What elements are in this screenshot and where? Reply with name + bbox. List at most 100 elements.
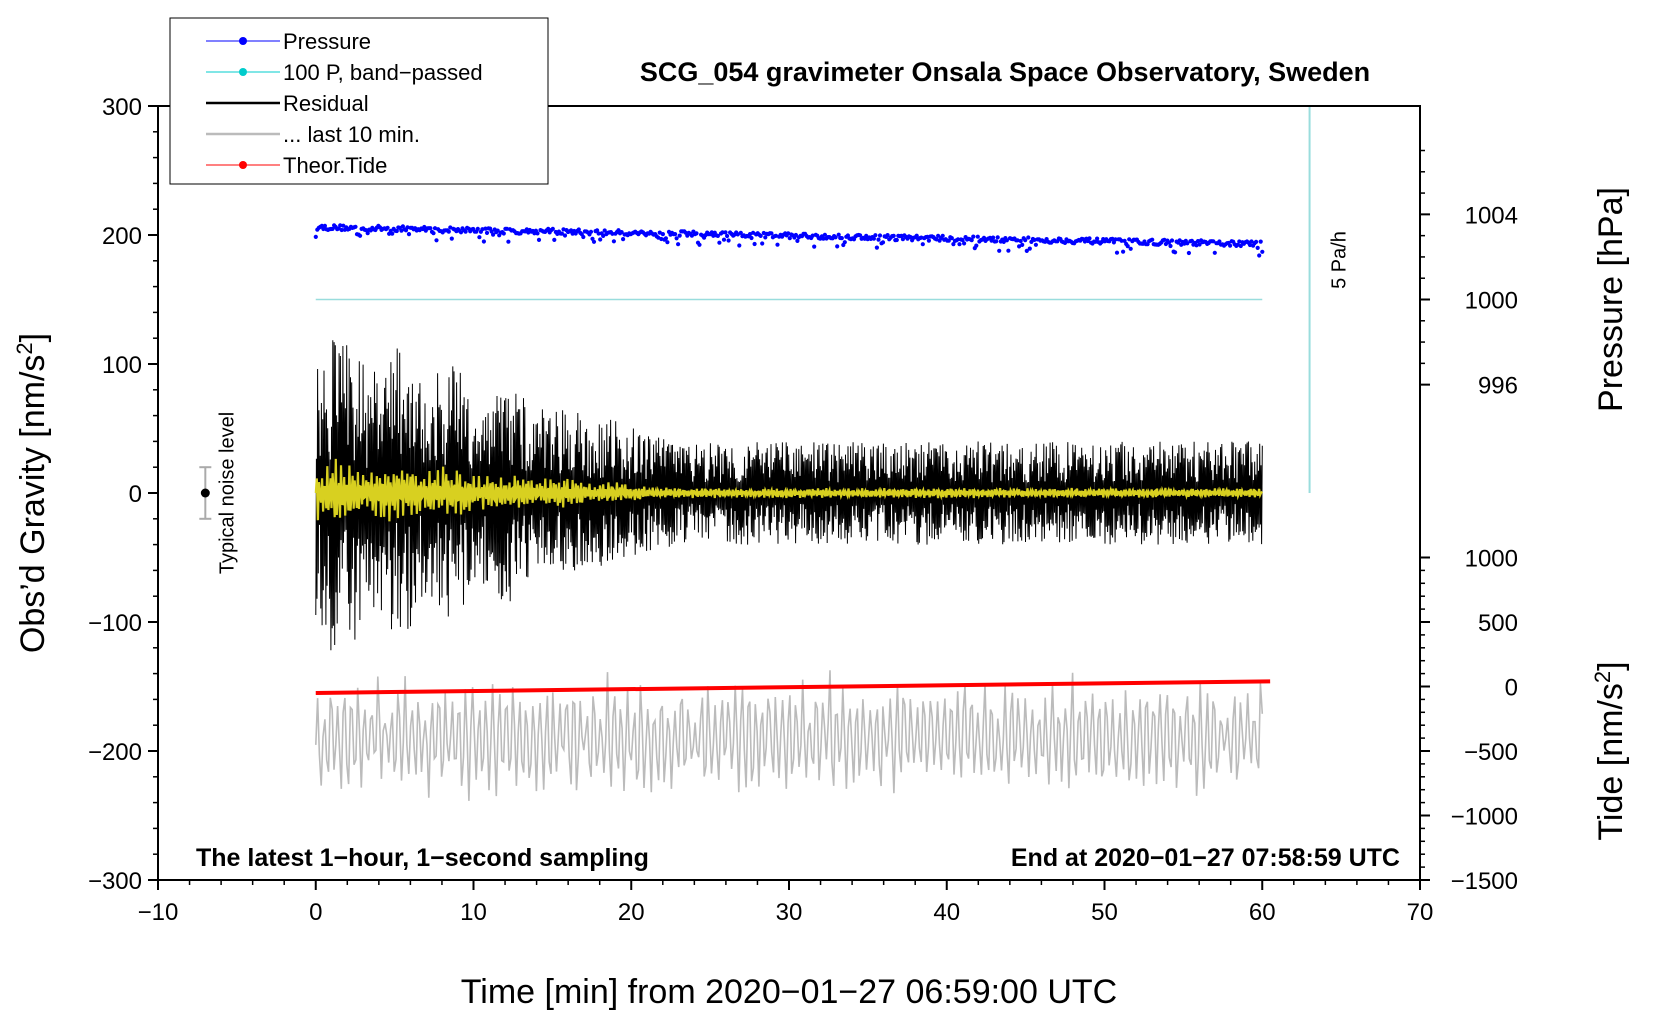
pressure-point xyxy=(1113,237,1118,242)
pressure-point xyxy=(997,248,1002,253)
pressure-point xyxy=(365,231,370,236)
pressure-point xyxy=(697,242,702,247)
pressure-point xyxy=(1169,238,1175,243)
pressure-point xyxy=(960,237,965,243)
pressure-point xyxy=(406,232,412,237)
pressure-point xyxy=(665,240,670,245)
y-axis-label-gravity-sup: 2 xyxy=(12,342,37,354)
pressure-point xyxy=(1211,239,1216,244)
legend-box xyxy=(169,17,549,185)
pressure-point xyxy=(601,233,606,238)
pressure-point xyxy=(974,243,979,248)
x-tick-label: 20 xyxy=(618,899,645,926)
y-axis-label-tide-close: ] xyxy=(1592,661,1630,670)
end-time-note: End at 2020−01−27 07:58:59 UTC xyxy=(1011,844,1400,872)
y-tick-label: 300 xyxy=(102,94,142,121)
pressure-point xyxy=(1062,240,1068,245)
sampling-note: The latest 1−hour, 1−second sampling xyxy=(196,844,649,872)
y-axis-label-tide: Tide [nm/s2] xyxy=(1590,661,1631,840)
pressure-point xyxy=(787,236,792,241)
pressure-point xyxy=(1125,244,1130,249)
pressure-point xyxy=(588,229,594,234)
tide-tick-label: 1000 xyxy=(1465,546,1518,573)
theoretical-tide-line xyxy=(315,679,1271,695)
pressure-point xyxy=(581,234,586,240)
pressure-point xyxy=(1150,237,1155,242)
legend-label: 100 P, band−passed xyxy=(283,60,483,85)
legend-label: Theor.Tide xyxy=(283,153,387,178)
pressure-point xyxy=(481,239,486,244)
series-layer xyxy=(199,106,1311,801)
pressure-point xyxy=(758,233,763,238)
x-tick-label: 50 xyxy=(1091,899,1118,926)
pressure-point xyxy=(864,233,869,238)
pressure-point xyxy=(385,225,390,230)
pressure-point xyxy=(949,236,954,241)
pressure-point xyxy=(1258,239,1263,244)
pressure-point xyxy=(1185,241,1190,246)
y-tick-label: −300 xyxy=(88,868,142,895)
pressure-point xyxy=(536,237,542,242)
pressure-point xyxy=(1197,242,1202,247)
pressure-point xyxy=(738,230,743,235)
x-tick-label: −10 xyxy=(138,899,179,926)
pressure-point xyxy=(725,233,730,239)
pressure-point xyxy=(458,230,464,235)
pressure-point xyxy=(322,223,327,228)
pressure-point xyxy=(339,227,344,233)
pressure-point xyxy=(677,233,682,238)
legend-label: ... last 10 min. xyxy=(283,122,420,147)
axes-layer: −10 0 10 20 30 40 50 60 703002001000−100−200−300… xyxy=(88,94,1518,926)
pressure-point xyxy=(1128,246,1133,251)
pressure-point xyxy=(775,242,780,247)
pressure-point xyxy=(1122,238,1127,243)
pressure-point xyxy=(946,238,951,243)
pressure-point xyxy=(1212,250,1217,255)
pressure-point xyxy=(1186,250,1191,256)
pressure-point xyxy=(900,237,906,242)
pressure-point xyxy=(358,233,363,238)
pressure-point xyxy=(434,238,439,243)
y-tick-label: −200 xyxy=(88,739,142,766)
pressure-point xyxy=(1168,243,1173,249)
pressure-point xyxy=(763,235,768,240)
tide-tick-label: −1000 xyxy=(1451,804,1518,831)
pressure-point xyxy=(955,237,961,242)
pressure-point xyxy=(1217,239,1222,244)
pressure-point xyxy=(940,233,945,238)
pressure-point xyxy=(559,231,565,236)
x-axis-label: Time [min] from 2020−01−27 06:59:00 UTC xyxy=(461,973,1117,1011)
pressure-point xyxy=(752,241,757,247)
pressure-point xyxy=(1254,239,1259,244)
pressure-point xyxy=(1257,253,1262,258)
pressure-point xyxy=(1189,238,1194,243)
pressure-point xyxy=(552,237,557,242)
y-axis-label-pressure: Pressure [hPa] xyxy=(1592,187,1630,412)
pressure-point xyxy=(484,230,490,235)
pressure-point xyxy=(891,233,896,238)
pressure-point xyxy=(1023,238,1028,243)
pressure-point xyxy=(535,231,540,236)
tide-tick-label: 0 xyxy=(1505,675,1518,702)
pressure-point xyxy=(475,226,480,231)
pressure-point xyxy=(877,233,883,238)
pressure-point xyxy=(795,238,800,243)
pressure-point xyxy=(715,233,721,238)
pressure-point xyxy=(1166,240,1172,245)
pressure-point xyxy=(598,237,603,242)
pressure-point xyxy=(874,245,880,250)
pressure-point xyxy=(1255,245,1260,250)
pressure-point xyxy=(836,232,841,237)
pressure-point xyxy=(550,226,555,231)
pressure-point xyxy=(1238,243,1243,249)
pressure-tick-label: 996 xyxy=(1478,373,1518,400)
pressure-point xyxy=(663,236,669,241)
y-axis-label-gravity-close: ] xyxy=(14,333,52,342)
pressure-point xyxy=(446,229,451,234)
pressure-point xyxy=(621,237,626,242)
pressure-point xyxy=(330,226,335,231)
y-tick-label: −100 xyxy=(88,610,142,637)
pressure-point xyxy=(1228,243,1233,248)
x-tick-label: 60 xyxy=(1249,899,1276,926)
